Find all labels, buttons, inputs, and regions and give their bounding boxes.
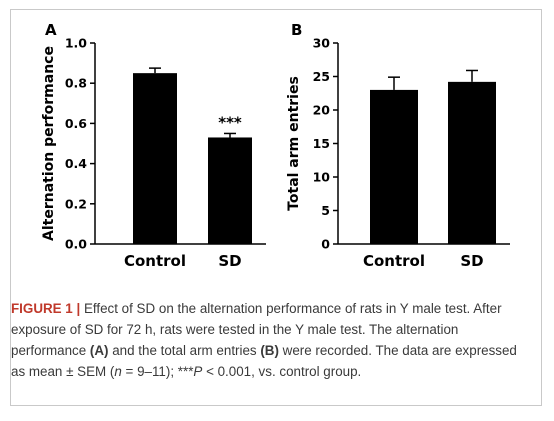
- panel-a-ytick-label: 0.8: [65, 76, 87, 91]
- panel-a-ytick-label: 0.6: [65, 116, 87, 131]
- panel-b-bar-control: [370, 89, 418, 245]
- panel-b-ytick-label: 30: [313, 36, 331, 51]
- panel-a-ytick-label: 0.2: [65, 196, 87, 211]
- panel-b-letter: B: [291, 21, 302, 39]
- caption-text-5: < 0.001, vs. control group.: [202, 364, 362, 379]
- panel-a-ylabel: Alternation performance: [41, 46, 57, 241]
- panel-b-ytick-label: 5: [321, 203, 330, 218]
- caption-label: FIGURE 1 |: [11, 301, 81, 316]
- caption-p: P: [193, 364, 203, 379]
- panel-b-ytick-label: 10: [313, 170, 331, 185]
- panel-b-bar-sd: [448, 81, 496, 244]
- panel-b-ytick-label: 25: [313, 69, 330, 84]
- panel-a-ytick-label: 1.0: [65, 36, 87, 51]
- caption-text-2: and the total arm entries: [108, 343, 261, 358]
- panel-b-ytick-label: 0: [321, 237, 330, 252]
- panel-a-bar-control: [133, 73, 177, 245]
- panel-a-category-label: Control: [124, 252, 186, 270]
- figure-charts: A 0.0 0.2 0.4 0.6 0.8 1.0 Alternation performan…: [41, 21, 510, 270]
- caption-text-3: were recorded. The data are expressed as…: [11, 343, 517, 379]
- panel-a-significance-label: ***: [218, 113, 242, 131]
- panel-b-category-label: Control: [363, 252, 425, 270]
- caption-ref-b: (B): [260, 343, 279, 358]
- panel-b-ytick-label: 20: [313, 103, 331, 118]
- panel-a-bar-sd: [208, 137, 252, 244]
- panel-a-category-label: SD: [218, 252, 241, 270]
- caption-text-4: = 9–11); ***: [121, 364, 194, 379]
- caption-ref-a: (A): [89, 343, 109, 358]
- panel-b-ytick-label: 15: [313, 136, 330, 151]
- panel-a-letter: A: [45, 21, 57, 39]
- caption-text-1: Effect of SD on the alternation performa…: [11, 301, 502, 358]
- figure-caption: FIGURE 1 | Effect of SD on the alternati…: [11, 298, 526, 382]
- caption-n: n: [114, 364, 122, 379]
- panel-a-ytick-label: 0.0: [65, 237, 87, 252]
- panel-a-ytick-label: 0.4: [65, 156, 87, 171]
- panel-b-ylabel: Total arm entries: [286, 76, 302, 211]
- panel-b-category-label: SD: [460, 252, 483, 270]
